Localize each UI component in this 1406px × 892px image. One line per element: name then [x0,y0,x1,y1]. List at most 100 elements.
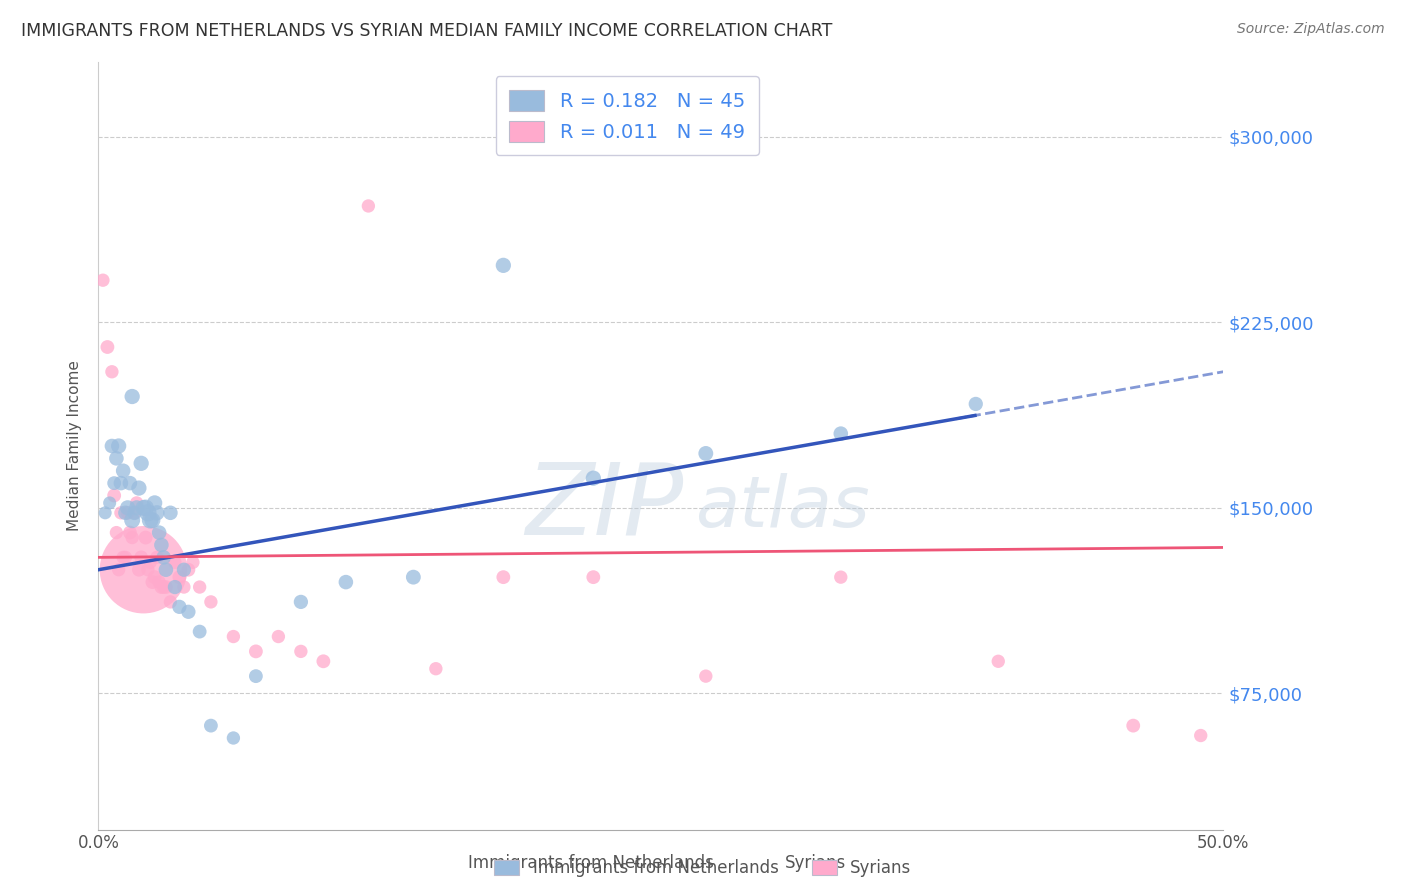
Point [125,496,148,510]
Point [121,390,143,404]
Point [965,397,987,411]
Point [148,525,170,540]
Point [830,426,852,441]
Point [146,506,169,520]
Point [128,563,150,577]
Point [188,580,211,594]
Point [169,599,191,614]
Point [492,570,515,584]
Point [200,718,222,732]
Point [121,531,143,545]
Point [124,506,146,520]
Point [245,669,267,683]
Point [987,654,1010,668]
Point [163,580,186,594]
Point [117,500,139,515]
Point [155,580,177,594]
Point [110,476,132,491]
Point [188,624,211,639]
Text: Source: ZipAtlas.com: Source: ZipAtlas.com [1237,22,1385,37]
Point [152,580,174,594]
Point [91,273,114,287]
Point [129,456,152,470]
Point [163,555,186,569]
Point [222,731,245,745]
Text: Syrians: Syrians [785,855,846,872]
Point [124,506,146,520]
Point [114,550,136,565]
Y-axis label: Median Family Income: Median Family Income [67,360,83,532]
Point [181,555,204,569]
Point [1189,729,1212,743]
Point [114,506,136,520]
Point [103,476,125,491]
Point [290,595,312,609]
Point [129,550,152,565]
Point [173,563,195,577]
Point [148,575,170,590]
Text: IMMIGRANTS FROM NETHERLANDS VS SYRIAN MEDIAN FAMILY INCOME CORRELATION CHART: IMMIGRANTS FROM NETHERLANDS VS SYRIAN ME… [21,22,832,40]
Point [152,550,174,565]
Point [150,538,173,552]
Point [141,513,163,527]
Point [135,531,157,545]
Point [112,550,135,565]
Point [830,570,852,584]
Point [312,654,335,668]
Point [695,446,717,460]
Point [267,630,290,644]
Point [136,563,159,577]
Point [159,595,181,609]
Point [110,506,132,520]
Point [101,439,124,453]
Point [177,563,200,577]
Point [335,575,357,590]
Point [105,525,128,540]
Point [94,506,117,520]
Point [96,340,118,354]
Point [132,563,155,577]
Point [492,258,515,272]
Point [139,513,162,527]
Point [425,662,447,676]
Point [121,513,143,527]
Point [146,550,169,565]
Point [357,199,380,213]
Point [135,500,157,515]
Point [105,451,128,466]
Point [107,439,129,453]
Point [1122,718,1144,732]
Point [582,570,605,584]
Point [118,525,141,540]
Point [169,570,191,584]
Point [177,605,200,619]
Point [290,644,312,658]
Point [136,506,159,520]
Point [245,644,267,658]
Point [582,471,605,485]
Text: ZIP: ZIP [524,458,683,556]
Legend: R = 0.182   N = 45, R = 0.011   N = 49: R = 0.182 N = 45, R = 0.011 N = 49 [495,76,759,155]
Point [200,595,222,609]
Point [132,500,155,515]
Point [107,563,129,577]
Point [128,481,150,495]
Point [143,496,166,510]
Point [695,669,717,683]
Point [402,570,425,584]
Point [159,506,181,520]
Point [139,555,162,569]
Point [143,570,166,584]
Point [141,575,163,590]
Point [101,365,124,379]
Point [125,500,148,515]
Text: Immigrants from Netherlands: Immigrants from Netherlands [468,855,713,872]
Point [173,580,195,594]
Legend: Immigrants from Netherlands, Syrians: Immigrants from Netherlands, Syrians [488,853,918,884]
Point [112,464,135,478]
Point [118,476,141,491]
Point [222,630,245,644]
Point [155,563,177,577]
Point [98,496,121,510]
Point [117,506,139,520]
